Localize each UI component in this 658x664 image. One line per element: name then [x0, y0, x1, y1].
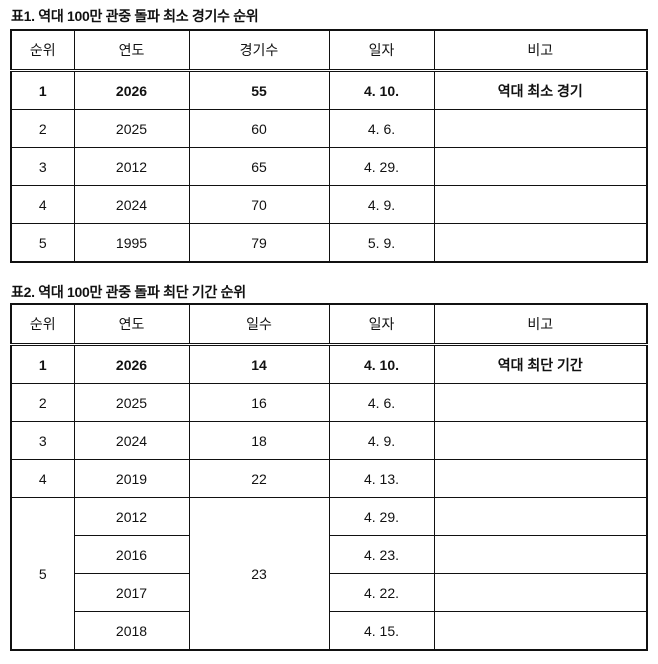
value-cell: 60: [188, 109, 330, 148]
value-cell: 55: [188, 70, 330, 110]
rank-cell: 1: [10, 344, 75, 384]
fewest-games-table: 순위 연도 경기수 일자 비고 1 2026 55 4. 10. 역대 최소 경기 2 20…: [10, 29, 648, 263]
date-cell: 4. 15.: [328, 611, 435, 651]
col-days: 일수: [188, 303, 330, 346]
table-row: 2016 4. 23.: [11, 535, 648, 574]
date-cell: 4. 13.: [328, 459, 435, 498]
table-row: 1 2026 14 4. 10. 역대 최단 기간: [10, 344, 648, 384]
note-cell: [433, 459, 648, 498]
col-year: 연도: [73, 29, 190, 72]
year-cell: 2026: [73, 344, 190, 384]
table-row: 2018 4. 15.: [11, 611, 648, 651]
col-year: 연도: [73, 303, 190, 346]
note-cell: [433, 147, 648, 186]
table-row: 4 2019 22 4. 13.: [10, 459, 648, 498]
table-row: 4 2024 70 4. 9.: [10, 185, 648, 224]
rank-cell: 1: [10, 70, 75, 110]
value-cell: 16: [188, 383, 330, 422]
col-date: 일자: [328, 303, 435, 346]
table-row: 2 2025 60 4. 6.: [10, 109, 648, 148]
table-row: 5 1995 79 5. 9.: [10, 223, 648, 263]
date-cell: 4. 10.: [328, 344, 435, 384]
header-row: 순위 연도 일수 일자 비고: [10, 303, 648, 346]
col-note: 비고: [433, 29, 648, 72]
year-cell: 2025: [73, 109, 190, 148]
table1-title: 표1. 역대 100만 관중 돌파 최소 경기수 순위: [11, 8, 259, 24]
note-cell: [433, 573, 648, 612]
table-row: 2017 4. 22.: [11, 573, 648, 612]
rank-cell: 5: [10, 497, 75, 651]
date-cell: 4. 10.: [328, 70, 435, 110]
note-cell: [433, 611, 648, 651]
note-cell: [433, 383, 648, 422]
table-row: 1 2026 55 4. 10. 역대 최소 경기: [10, 70, 648, 110]
table-row: 5 2012 23 4. 29.: [10, 497, 648, 651]
value-cell: 65: [188, 147, 330, 186]
year-cell: 2018: [73, 611, 190, 651]
year-cell: 2012: [73, 497, 190, 536]
note-cell: [433, 109, 648, 148]
value-cell: 79: [188, 223, 330, 263]
col-note: 비고: [433, 303, 648, 346]
rank-cell: 3: [10, 421, 75, 460]
rank-cell: 2: [10, 383, 75, 422]
value-cell: 23: [188, 497, 330, 651]
rank-cell: 4: [10, 185, 75, 224]
col-games: 경기수: [188, 29, 330, 72]
year-cell: 2017: [73, 573, 190, 612]
year-cell: 2016: [73, 535, 190, 574]
date-cell: 4. 6.: [328, 383, 435, 422]
col-rank: 순위: [10, 303, 75, 346]
table2-title: 표2. 역대 100만 관중 돌파 최단 기간 순위: [11, 284, 246, 300]
date-cell: 4. 23.: [328, 535, 435, 574]
rank-cell: 2: [10, 109, 75, 148]
year-cell: 2019: [73, 459, 190, 498]
date-cell: 4. 22.: [328, 573, 435, 612]
year-cell: 2025: [73, 383, 190, 422]
rank-cell: 3: [10, 147, 75, 186]
year-cell: 2024: [73, 185, 190, 224]
date-cell: 4. 29.: [328, 147, 435, 186]
date-cell: 4. 9.: [328, 185, 435, 224]
rank-cell: 4: [10, 459, 75, 498]
year-cell: 2012: [73, 147, 190, 186]
col-date: 일자: [328, 29, 435, 72]
value-cell: 18: [188, 421, 330, 460]
date-cell: 4. 6.: [328, 109, 435, 148]
note-cell: [433, 535, 648, 574]
shortest-period-table: 순위 연도 일수 일자 비고 1 2026 14 4. 10. 역대 최단 기간 2 202…: [10, 303, 648, 651]
note-cell: [433, 421, 648, 460]
year-cell: 2026: [73, 70, 190, 110]
value-cell: 14: [188, 344, 330, 384]
table-row: 3 2012 65 4. 29.: [10, 147, 648, 186]
table-row: 3 2024 18 4. 9.: [10, 421, 648, 460]
note-cell: [433, 185, 648, 224]
value-cell: 70: [188, 185, 330, 224]
header-row: 순위 연도 경기수 일자 비고: [10, 29, 648, 72]
date-cell: 4. 29.: [328, 497, 435, 536]
note-cell: [433, 223, 648, 263]
rank-cell: 5: [10, 223, 75, 263]
note-cell: 역대 최소 경기: [433, 70, 648, 110]
note-cell: 역대 최단 기간: [433, 344, 648, 384]
year-cell: 1995: [73, 223, 190, 263]
table-row: 2 2025 16 4. 6.: [10, 383, 648, 422]
col-rank: 순위: [10, 29, 75, 72]
value-cell: 22: [188, 459, 330, 498]
note-cell: [433, 497, 648, 536]
date-cell: 4. 9.: [328, 421, 435, 460]
year-cell: 2024: [73, 421, 190, 460]
date-cell: 5. 9.: [328, 223, 435, 263]
